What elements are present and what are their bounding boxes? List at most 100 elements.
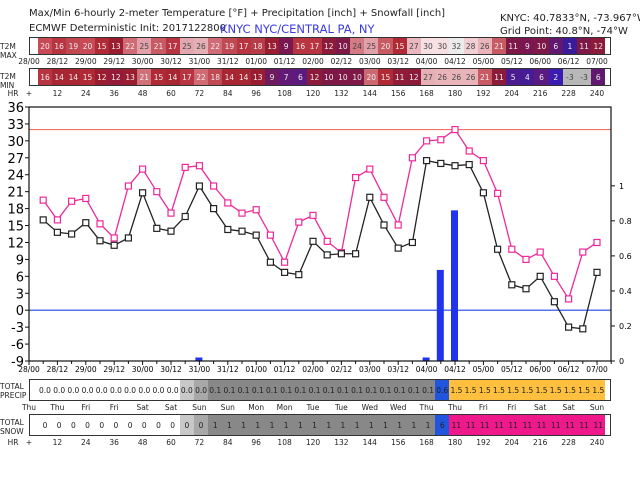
total-snow-label-2: SNOW	[0, 427, 24, 436]
precip-bar	[451, 210, 458, 361]
day-label: Sat	[534, 403, 547, 412]
series-marker	[96, 220, 104, 228]
series-marker	[494, 245, 502, 253]
precip-cell: 1.5	[562, 380, 578, 400]
snow-cell: 0	[37, 415, 53, 435]
hour-label: 144	[362, 438, 377, 447]
x-tick-label: 06/00	[529, 365, 551, 374]
x-axis: 28/00 28/12 29/00 29/12 30/00 30/12 31/00 31/12…	[18, 361, 612, 374]
series-marker	[508, 281, 516, 289]
hour-label: 24	[81, 89, 91, 98]
x-tick-label: 31/00	[189, 365, 211, 374]
series-marker	[479, 189, 487, 197]
x-tick-label: 29/12	[103, 365, 125, 374]
t2m-max-cell: 10	[534, 38, 549, 54]
y-tick-label: 6	[16, 270, 24, 285]
day-label: Thu	[21, 403, 37, 412]
total-precip-label-1: TOTAL	[0, 382, 24, 391]
x-tick-label: 30/12	[160, 365, 182, 374]
t2m-min-cell: 12	[406, 69, 421, 85]
t2m-max-cell: 11	[506, 38, 521, 54]
date-label: 02/12	[330, 57, 353, 66]
x-tick-label: 06/12	[558, 365, 580, 374]
hour-label: 108	[277, 438, 292, 447]
chart-title: Max/Min 6-hourly 2-meter Temperature [°F…	[29, 8, 446, 19]
series-marker	[564, 323, 573, 331]
x-tick-label: 02/00	[302, 365, 324, 374]
t2m-min-cell: 10	[321, 69, 336, 85]
t2m-min-cell: 21	[477, 69, 492, 85]
series-marker	[593, 238, 601, 247]
series-marker	[167, 209, 175, 217]
hour-label: 156	[391, 438, 406, 447]
series-marker	[309, 211, 317, 219]
hour-label: 48	[137, 438, 148, 447]
y-tick-label: 30	[7, 135, 24, 150]
t2m-min-cell: 17	[179, 69, 194, 85]
t2m-min-cell: 7	[279, 69, 294, 85]
precip-cell: 0.0	[66, 380, 81, 400]
t2m-max-cell: 10	[335, 38, 351, 54]
series-marker	[479, 157, 487, 165]
hour-label: 84	[223, 438, 233, 447]
day-label: Sat	[562, 403, 575, 412]
t2m-max-cell: 20	[378, 38, 393, 54]
y-tick-label: -9	[11, 355, 24, 370]
snow-cell: 11	[477, 415, 492, 435]
snow-cell: 11	[506, 415, 521, 435]
day-label: Wed	[390, 403, 407, 412]
precip-cell: 1.5	[591, 380, 606, 400]
y-tick-label: 36	[7, 101, 24, 116]
series-marker	[465, 147, 473, 155]
series-marker	[281, 258, 289, 266]
t2m-min-cell: 16	[37, 69, 53, 85]
precip-cell: 0.0	[165, 380, 180, 400]
precip-cell: 0.0	[80, 380, 95, 400]
day-label: Fri	[507, 403, 517, 412]
hour-axis-bottom: HR +12 24 36 48 60 72 84 96 108 120 132 144 156 168 18…	[8, 438, 611, 450]
t2m-min-cell: 12	[108, 69, 124, 85]
precip-cell: 1.5	[506, 380, 521, 400]
t2m-max-cell: 21	[491, 38, 507, 54]
series-marker	[139, 189, 147, 197]
snow-cell: 11	[520, 415, 535, 435]
t2m-min-cell: 21	[137, 69, 152, 85]
precip-cell: 0.0	[193, 380, 209, 400]
x-tick-label: 01/00	[245, 365, 267, 374]
t2m-min-cell: 6	[293, 69, 308, 85]
snow-cell: 0	[193, 415, 209, 435]
snow-cell: 0	[179, 415, 194, 435]
series-marker	[352, 173, 360, 182]
hour-label: 240	[589, 89, 605, 98]
t2m-min-cell: 27	[420, 69, 436, 85]
hour-label: 12	[52, 438, 63, 447]
precip-cell: 0.0	[94, 380, 109, 400]
hour-label: 168	[419, 89, 434, 98]
day-label: Wed	[361, 403, 378, 412]
x-tick-label: 29/00	[75, 365, 97, 374]
day-axis: Thu Thu Fri Fri Sat Sat Sun Sun Mon Mon Tue Tue Wed W…	[22, 403, 611, 415]
hour-label: 12	[52, 89, 63, 98]
t2m-min-cell: 14	[52, 69, 67, 85]
panel-pad	[30, 380, 38, 400]
t2m-max-cell: 17	[165, 38, 180, 54]
t2m-max-cell: 32	[449, 38, 464, 54]
hr-label: HR	[7, 89, 19, 98]
precip-cell: 0.1	[264, 380, 280, 400]
hour-label: 228	[561, 89, 576, 98]
hour-label: 60	[166, 438, 176, 447]
series-marker	[96, 237, 104, 245]
series-marker	[394, 244, 402, 252]
precip-cell: 0.1	[350, 380, 365, 400]
series-marker	[181, 163, 189, 171]
snow-cell: 1	[279, 415, 294, 435]
series-marker	[550, 272, 559, 280]
precip-cell: 0.1	[279, 380, 294, 400]
precip-cell: 0.1	[335, 380, 351, 400]
precip-cell: 1.5	[520, 380, 535, 400]
snow-cell: 1	[222, 415, 237, 435]
day-label: Fri	[109, 403, 119, 412]
snow-cell: 1	[321, 415, 336, 435]
hour-label: 120	[305, 89, 321, 98]
x-tick-label: 04/00	[416, 365, 438, 374]
